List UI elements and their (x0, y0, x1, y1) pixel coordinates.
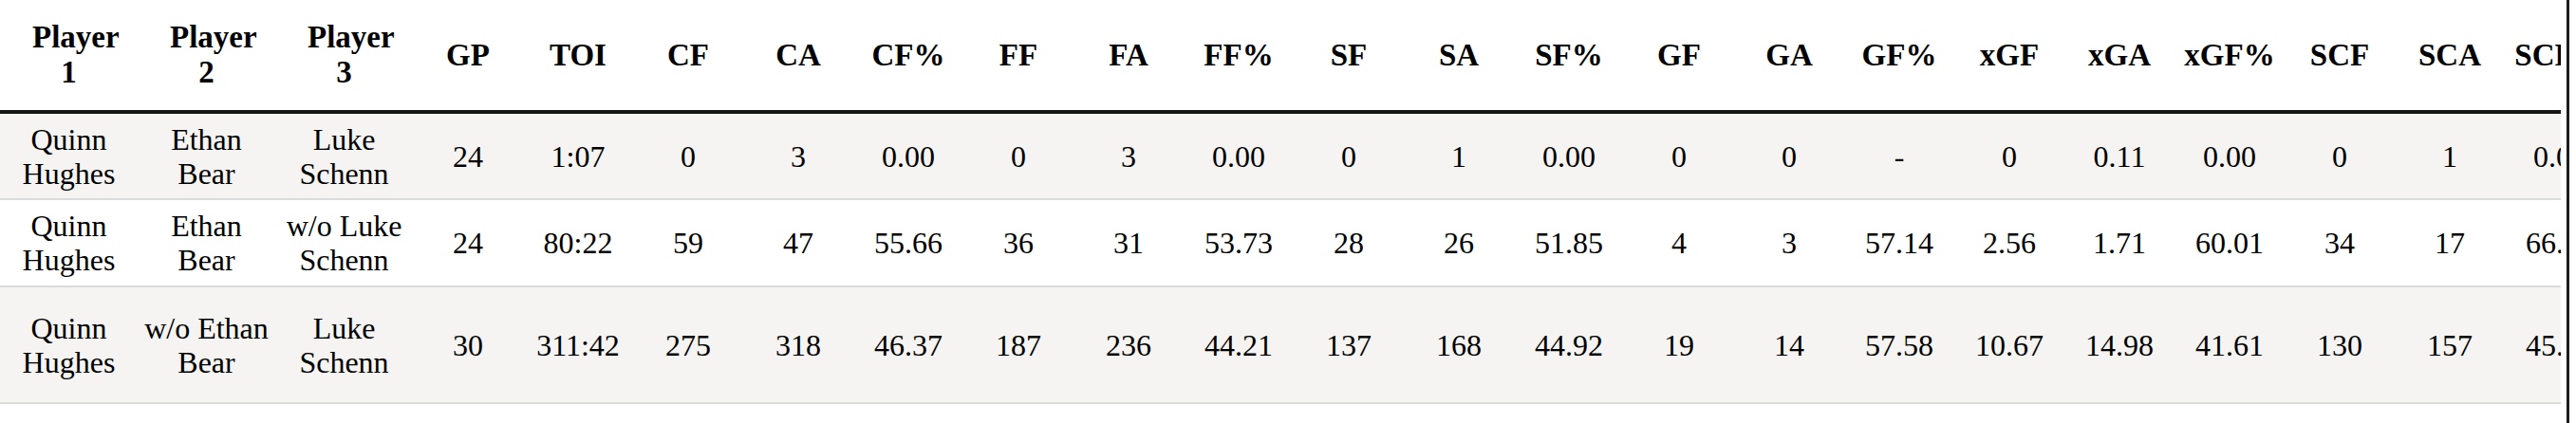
cell-cf: 59 (633, 199, 743, 286)
column-header-fa[interactable]: FA (1073, 0, 1184, 112)
column-header-ga[interactable]: GA (1734, 0, 1844, 112)
column-header-ff[interactable]: FF (963, 0, 1073, 112)
cell-player-1: Quinn Hughes (0, 112, 138, 199)
cell-ff-pct: 0.00 (1184, 112, 1294, 199)
cell-scf-pct: 66.67 (2505, 199, 2561, 286)
cell-cf: 0 (633, 112, 743, 199)
cell-ga: 0 (1734, 112, 1844, 199)
cell-player-1: Quinn Hughes (0, 199, 138, 286)
cell-gf-pct: - (1844, 112, 1954, 199)
column-header-xgf[interactable]: xGF (1954, 0, 2064, 112)
cell-gf: 0 (1624, 112, 1734, 199)
cell-xgf: 0 (1954, 112, 2064, 199)
cell-gp: 30 (413, 286, 523, 403)
cell-fa: 236 (1073, 286, 1184, 403)
column-header-scf[interactable]: SCF (2285, 0, 2395, 112)
column-header-xga[interactable]: xGA (2064, 0, 2175, 112)
cell-xgf-pct: 41.61 (2175, 286, 2285, 403)
cell-sf-pct: 51.85 (1514, 199, 1624, 286)
cell-xga: 1.71 (2064, 199, 2175, 286)
cell-cf-pct: 0.00 (853, 112, 963, 199)
cell-sa: 1 (1404, 112, 1514, 199)
linemates-stats-table: Player 1Player 2Player 3GPTOICFCACF%FFFA… (0, 0, 2561, 404)
column-header-sf-pct[interactable]: SF% (1514, 0, 1624, 112)
cell-sa: 26 (1404, 199, 1514, 286)
cell-ff-pct: 44.21 (1184, 286, 1294, 403)
cell-player-1: Quinn Hughes (0, 286, 138, 403)
cell-xgf: 2.56 (1954, 199, 2064, 286)
column-header-sca[interactable]: SCA (2395, 0, 2505, 112)
cell-sa: 168 (1404, 286, 1514, 403)
cell-gf-pct: 57.14 (1844, 199, 1954, 286)
cell-sca: 17 (2395, 199, 2505, 286)
table-scroll-container[interactable]: Player 1Player 2Player 3GPTOICFCACF%FFFA… (0, 0, 2561, 423)
cell-sf: 137 (1294, 286, 1404, 403)
cell-toi: 311:42 (523, 286, 633, 403)
cell-player-3: Luke Schenn (275, 286, 413, 403)
cell-ga: 3 (1734, 199, 1844, 286)
cell-gp: 24 (413, 199, 523, 286)
column-header-scf-pct[interactable]: SCF% (2505, 0, 2561, 112)
cell-ff: 36 (963, 199, 1073, 286)
column-header-gf-pct[interactable]: GF% (1844, 0, 1954, 112)
column-header-xgf-pct[interactable]: xGF% (2175, 0, 2285, 112)
cell-fa: 3 (1073, 112, 1184, 199)
cell-gf: 19 (1624, 286, 1734, 403)
cell-player-2: Ethan Bear (138, 112, 275, 199)
column-header-cf[interactable]: CF (633, 0, 743, 112)
column-header-sa[interactable]: SA (1404, 0, 1514, 112)
right-edge-divider (2567, 0, 2569, 423)
cell-player-3: Luke Schenn (275, 112, 413, 199)
cell-fa: 31 (1073, 199, 1184, 286)
cell-player-3: w/o Luke Schenn (275, 199, 413, 286)
cell-player-2: Ethan Bear (138, 199, 275, 286)
cell-cf-pct: 46.37 (853, 286, 963, 403)
cell-xgf-pct: 60.01 (2175, 199, 2285, 286)
cell-sf: 0 (1294, 112, 1404, 199)
cell-ca: 3 (743, 112, 853, 199)
cell-gf: 4 (1624, 199, 1734, 286)
cell-gp: 24 (413, 112, 523, 199)
cell-cf: 275 (633, 286, 743, 403)
column-header-player-3[interactable]: Player 3 (275, 0, 413, 112)
cell-sca: 157 (2395, 286, 2505, 403)
table-row: Quinn Hughesw/o Ethan BearLuke Schenn303… (0, 286, 2561, 403)
column-header-toi[interactable]: TOI (523, 0, 633, 112)
cell-scf: 0 (2285, 112, 2395, 199)
cell-ff-pct: 53.73 (1184, 199, 1294, 286)
cell-ga: 14 (1734, 286, 1844, 403)
table-header-row: Player 1Player 2Player 3GPTOICFCACF%FFFA… (0, 0, 2561, 112)
column-header-player-1[interactable]: Player 1 (0, 0, 138, 112)
cell-cf-pct: 55.66 (853, 199, 963, 286)
column-header-sf[interactable]: SF (1294, 0, 1404, 112)
cell-scf: 34 (2285, 199, 2395, 286)
column-header-gp[interactable]: GP (413, 0, 523, 112)
cell-ff: 187 (963, 286, 1073, 403)
column-header-ff-pct[interactable]: FF% (1184, 0, 1294, 112)
table-row: Quinn HughesEthan BearLuke Schenn241:070… (0, 112, 2561, 199)
table-row: Quinn HughesEthan Bearw/o Luke Schenn248… (0, 199, 2561, 286)
cell-sf: 28 (1294, 199, 1404, 286)
column-header-gf[interactable]: GF (1624, 0, 1734, 112)
cell-sf-pct: 0.00 (1514, 112, 1624, 199)
cell-ca: 318 (743, 286, 853, 403)
cell-toi: 1:07 (523, 112, 633, 199)
cell-xgf: 10.67 (1954, 286, 2064, 403)
cell-scf-pct: 45.30 (2505, 286, 2561, 403)
cell-scf-pct: 0.00 (2505, 112, 2561, 199)
cell-sf-pct: 44.92 (1514, 286, 1624, 403)
cell-gf-pct: 57.58 (1844, 286, 1954, 403)
column-header-ca[interactable]: CA (743, 0, 853, 112)
cell-sca: 1 (2395, 112, 2505, 199)
column-header-cf-pct[interactable]: CF% (853, 0, 963, 112)
cell-ca: 47 (743, 199, 853, 286)
cell-xgf-pct: 0.00 (2175, 112, 2285, 199)
cell-scf: 130 (2285, 286, 2395, 403)
cell-ff: 0 (963, 112, 1073, 199)
cell-player-2: w/o Ethan Bear (138, 286, 275, 403)
cell-xga: 14.98 (2064, 286, 2175, 403)
cell-xga: 0.11 (2064, 112, 2175, 199)
column-header-player-2[interactable]: Player 2 (138, 0, 275, 112)
cell-toi: 80:22 (523, 199, 633, 286)
